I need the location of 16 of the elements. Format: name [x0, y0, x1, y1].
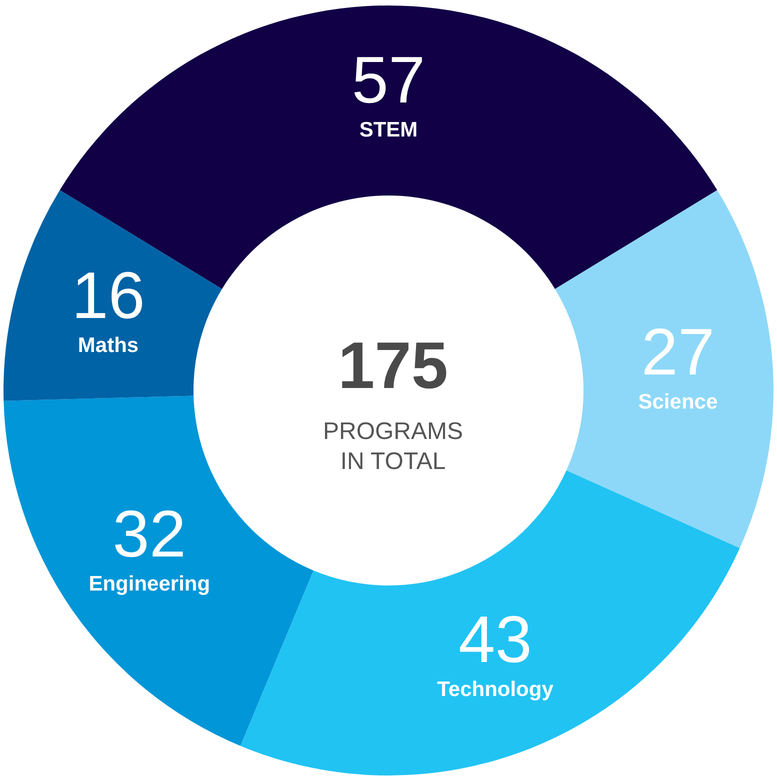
slice-label: STEM	[359, 118, 418, 142]
donut-slice	[554, 190, 773, 548]
data-label: 57	[352, 42, 426, 116]
slice-label: Science	[638, 390, 718, 414]
data-label: 16	[72, 258, 145, 332]
data-label: 32	[112, 496, 186, 571]
donut-slice	[4, 190, 222, 401]
slice-label: Maths	[78, 334, 139, 357]
donut-slice	[4, 396, 314, 746]
slice-label: Engineering	[88, 572, 210, 596]
donut-slice	[240, 470, 740, 776]
text: PROGRAMS IN TOTAL	[322, 418, 464, 475]
data-label: 27	[641, 314, 715, 388]
text: 175	[338, 328, 448, 402]
data-label: 43	[458, 602, 532, 676]
slice-label: Technology	[437, 678, 554, 702]
